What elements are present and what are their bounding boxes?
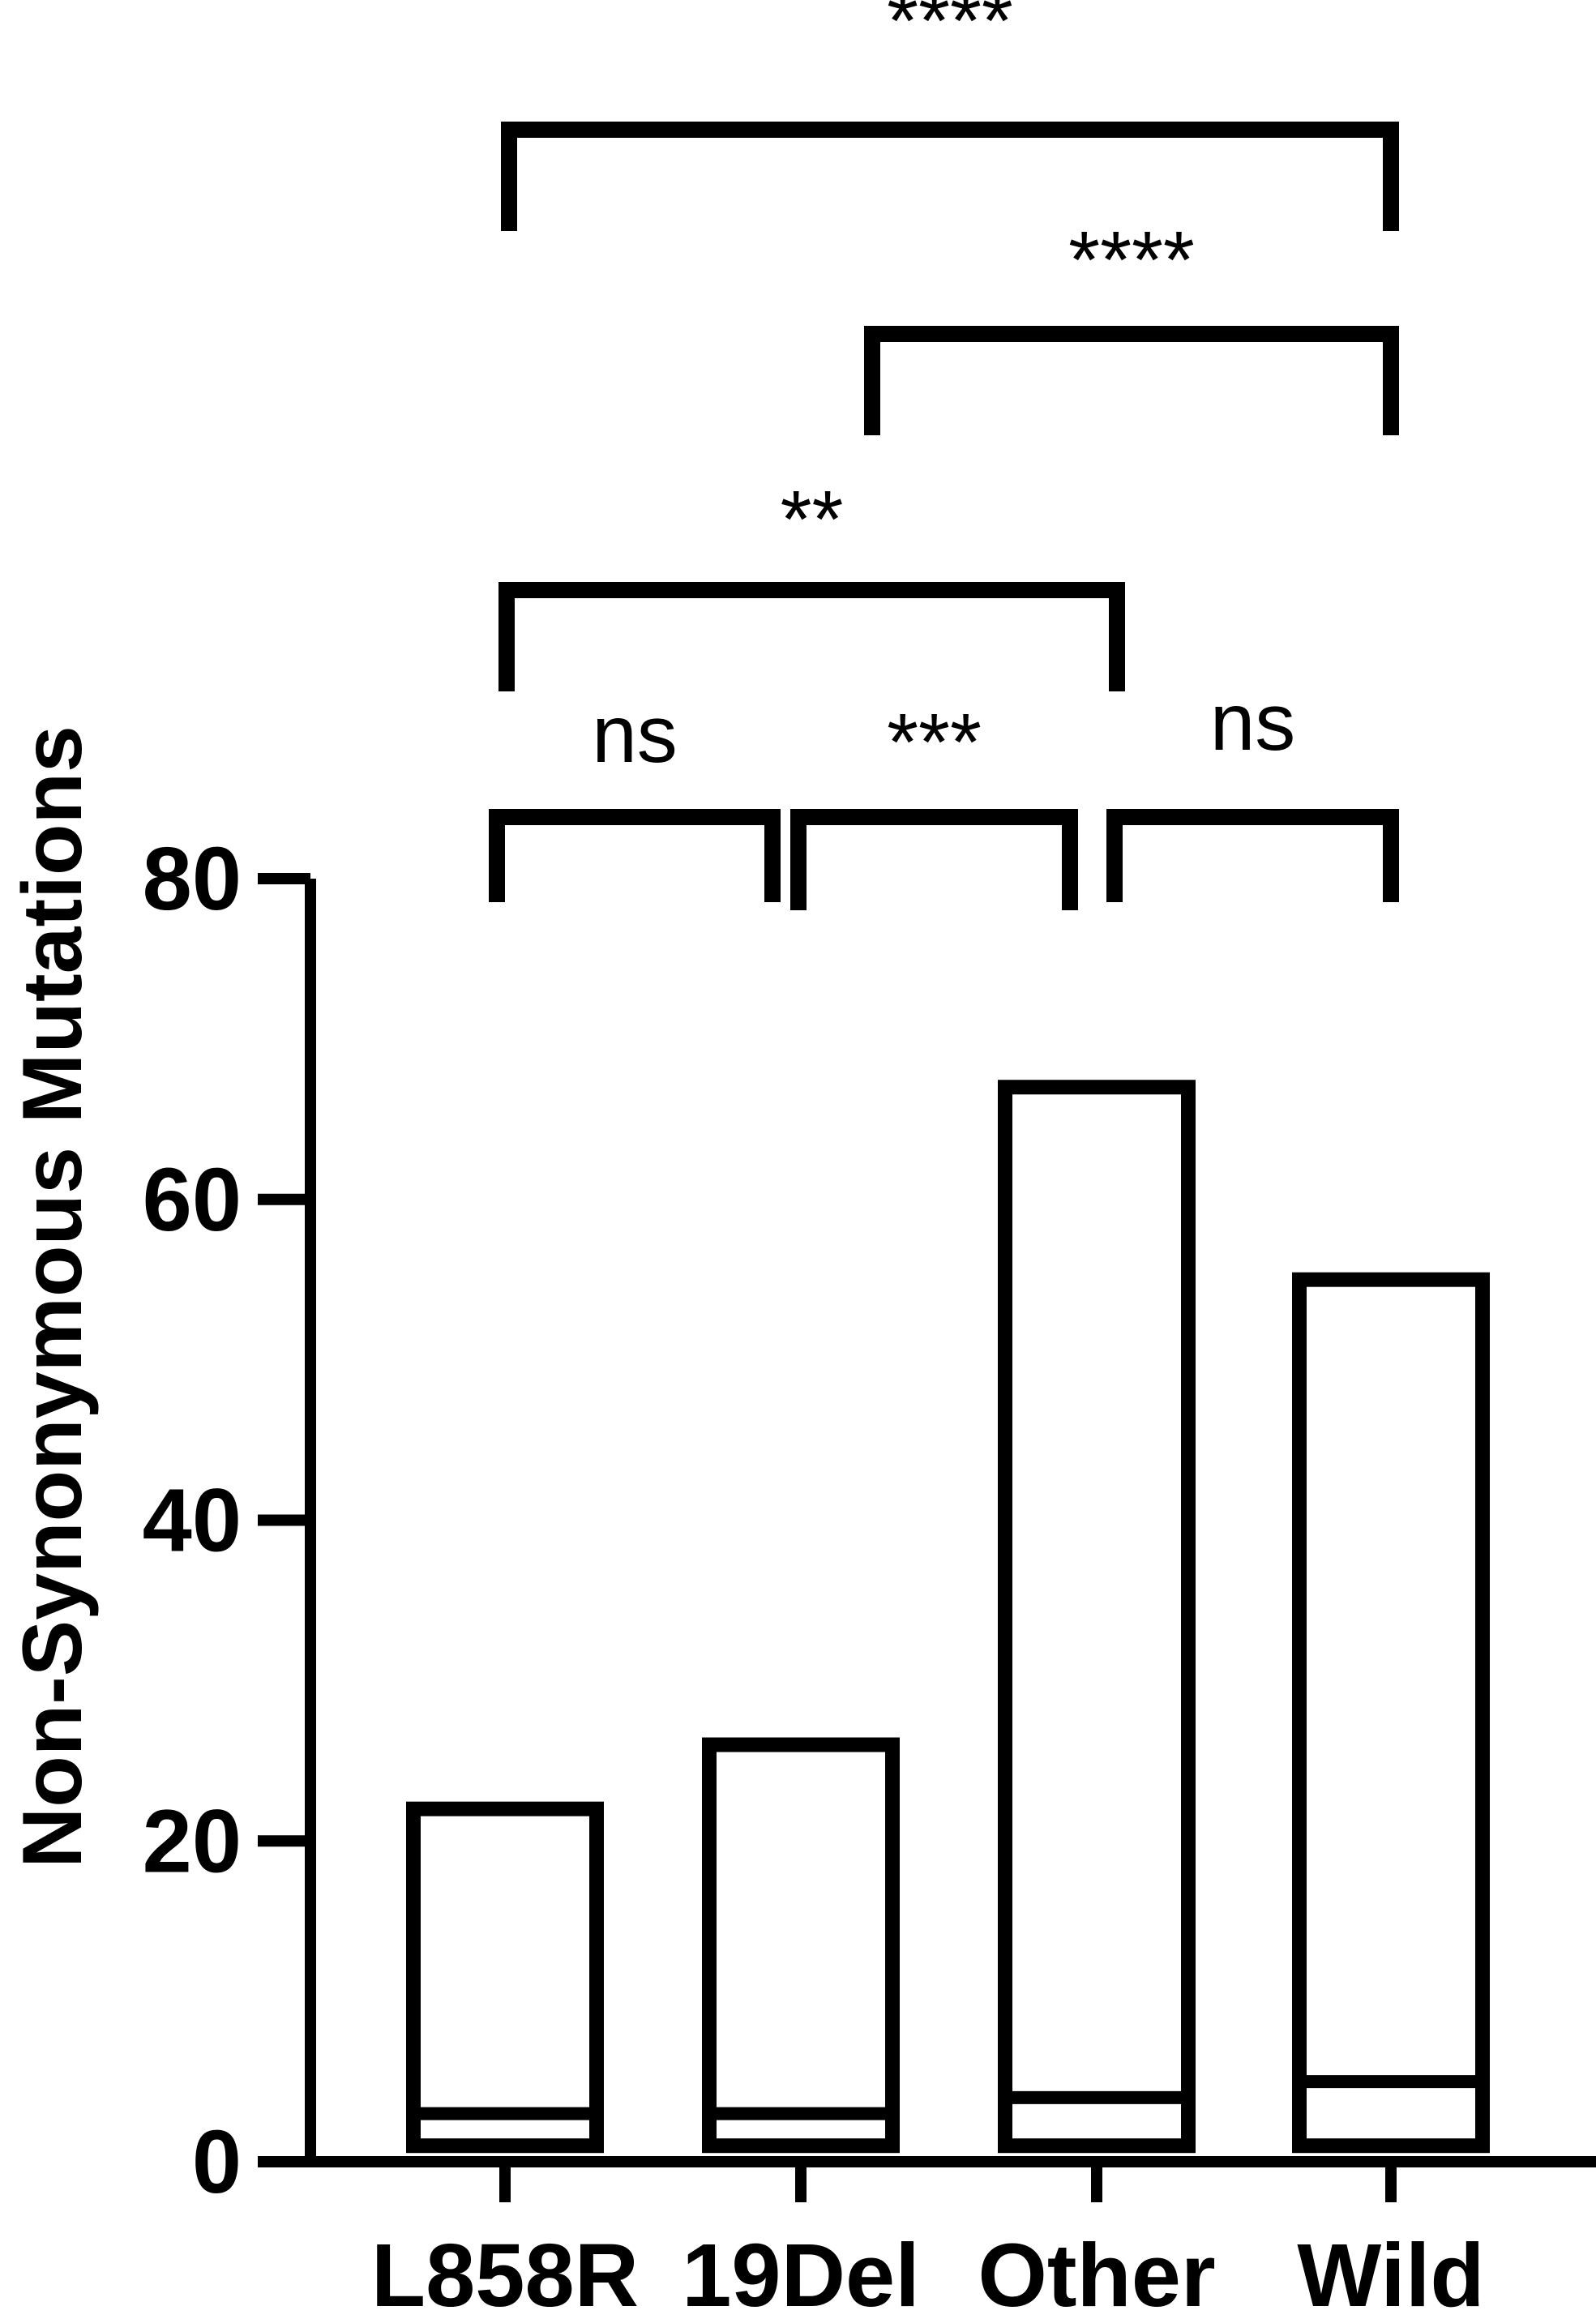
bar [1292,1272,1490,2154]
significance-label: ** [781,474,844,565]
significance-bracket [498,582,1125,691]
x-tick-label: 19Del [682,2226,920,2319]
x-tick-label: Wild [1297,2226,1484,2319]
x-tick-label: L858R [371,2226,639,2319]
bar [406,1801,604,2154]
y-tick-label: 20 [143,1791,242,1891]
bar [702,1737,900,2154]
significance-label: *** [887,697,982,788]
significance-label: ns [592,689,678,780]
significance-label: **** [1068,215,1195,306]
significance-label: ns [1210,677,1296,768]
significance-bracket [1106,809,1399,902]
x-tick-label: Other [978,2226,1215,2319]
y-axis-title: Non-Synonymous Mutations [6,725,100,1868]
y-tick-label: 60 [143,1150,242,1250]
significance-bracket [489,809,781,902]
y-tick-label: 0 [192,2112,242,2212]
significance-bracket [864,326,1399,435]
significance-label: **** [887,0,1013,66]
bar [998,1080,1196,2154]
significance-bracket [790,809,1078,910]
y-tick-label: 40 [143,1471,242,1571]
y-tick-label: 80 [143,829,242,929]
significance-bracket [501,122,1399,231]
